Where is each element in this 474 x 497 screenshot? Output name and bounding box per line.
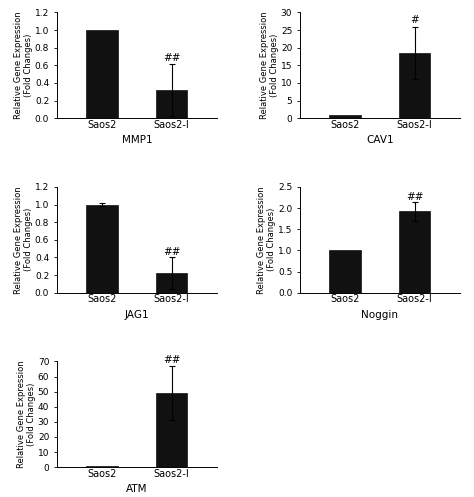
Bar — [156, 90, 187, 118]
X-axis label: ATM: ATM — [126, 484, 147, 494]
Bar — [86, 30, 118, 118]
Text: #: # — [410, 15, 419, 25]
Bar — [399, 53, 430, 118]
X-axis label: MMP1: MMP1 — [121, 135, 152, 145]
X-axis label: JAG1: JAG1 — [125, 310, 149, 320]
X-axis label: CAV1: CAV1 — [366, 135, 393, 145]
Bar — [156, 273, 187, 293]
Bar — [329, 115, 361, 118]
Text: ##: ## — [163, 247, 180, 256]
Text: ##: ## — [163, 355, 180, 365]
Bar — [329, 250, 361, 293]
Bar — [86, 205, 118, 293]
Text: ##: ## — [406, 192, 423, 202]
Y-axis label: Relative Gene Expression
(Fold Changes): Relative Gene Expression (Fold Changes) — [260, 11, 279, 119]
Bar — [399, 211, 430, 293]
Bar — [156, 393, 187, 467]
X-axis label: Noggin: Noggin — [361, 310, 398, 320]
Bar — [86, 466, 118, 467]
Y-axis label: Relative Gene Expression
(Fold Changes): Relative Gene Expression (Fold Changes) — [257, 186, 276, 294]
Text: ##: ## — [163, 53, 180, 63]
Y-axis label: Relative Gene Expression
(Fold Changes): Relative Gene Expression (Fold Changes) — [17, 360, 36, 468]
Y-axis label: Relative Gene Expression
(Fold Changes): Relative Gene Expression (Fold Changes) — [14, 11, 34, 119]
Y-axis label: Relative Gene Expression
(Fold Changes): Relative Gene Expression (Fold Changes) — [14, 186, 34, 294]
